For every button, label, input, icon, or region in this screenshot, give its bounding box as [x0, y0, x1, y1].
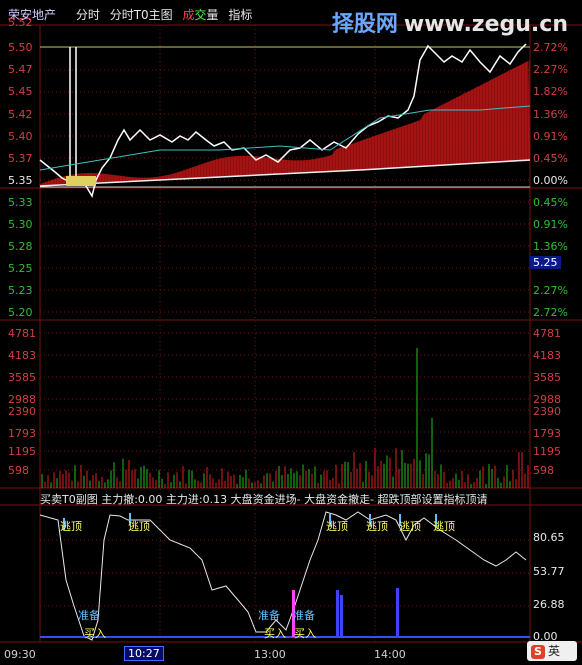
signal-top: 逃顶 [399, 520, 421, 533]
signal-prepare: 准备 [258, 609, 280, 622]
price-tick: 5.37 [8, 152, 33, 165]
volume-tick: 1195 [8, 445, 36, 458]
price-tick: 5.40 [8, 130, 33, 143]
time-tick: 09:30 [4, 648, 36, 661]
price-tick: 5.20 [8, 306, 33, 319]
tab-volume[interactable]: 成交量 [182, 8, 218, 22]
price-tick: 5.28 [8, 240, 33, 253]
volume-tick: 4183 [8, 349, 36, 362]
stock-name[interactable]: 荣安地产 [8, 8, 57, 22]
price-tick: 5.33 [8, 196, 33, 209]
ime-label: 英 [548, 644, 561, 658]
label-liang: 量 [206, 8, 219, 22]
pct-tick: 0.91% [533, 218, 568, 231]
sub-axis-tick: 53.77 [533, 565, 565, 578]
volume-tick: 1195 [533, 445, 561, 458]
pct-tick: 2.27% [533, 284, 568, 297]
volume-tick: 3585 [533, 371, 561, 384]
pct-tick: 0.45% [533, 152, 568, 165]
volume-tick: 2390 [8, 405, 36, 418]
volume-tick: 4781 [8, 327, 36, 340]
price-tick: 5.52 [8, 16, 33, 29]
pct-tick: 2.72% [533, 41, 568, 54]
pct-tick-base: 0.00% [533, 174, 568, 187]
pct-tick: 0.45% [533, 196, 568, 209]
tab-fenshi[interactable]: 分时 [75, 8, 100, 22]
label-jiao: 交 [194, 8, 207, 22]
sub-bar [336, 590, 339, 637]
tab-t0-main[interactable]: 分时T0主图 [109, 8, 173, 22]
time-tick: 13:00 [254, 648, 286, 661]
signal-top: 逃顶 [60, 520, 82, 533]
signal-top: 逃顶 [326, 520, 348, 533]
sub-axis-tick: 26.88 [533, 598, 565, 611]
label-cheng: 成 [182, 8, 195, 22]
pct-tick: 1.36% [533, 240, 568, 253]
tab-indicator[interactable]: 指标 [228, 8, 253, 22]
sub-bar [340, 595, 343, 637]
price-tick: 5.45 [8, 85, 33, 98]
volume-tick: 4183 [533, 349, 561, 362]
time-tick: 14:00 [374, 648, 406, 661]
watermark-url: www.zegu.cn [403, 12, 568, 37]
pct-tick: 2.72% [533, 306, 568, 319]
pct-tick: 0.91% [533, 130, 568, 143]
sub-axis-tick: 80.65 [533, 531, 565, 544]
signal-buy: 买入 [84, 627, 106, 640]
current-price-tag: 5.25 [530, 256, 561, 269]
signal-prepare: 准备 [78, 609, 100, 622]
sub-axis-tick: 0.00 [533, 630, 558, 643]
signal-buy: 买入 [294, 627, 316, 640]
price-line [39, 43, 527, 198]
volume-tick: 598 [8, 464, 29, 477]
volume-tick: 2390 [533, 405, 561, 418]
volume-tick: 1793 [8, 427, 36, 440]
signal-top: 逃顶 [128, 520, 150, 533]
sub-chart-header[interactable]: 买卖T0副图 主力撤:0.00 主力进:0.13 大盘资金进场- 大盘资金撤走-… [40, 493, 488, 506]
red-fill-area [40, 61, 530, 186]
ma-line [39, 105, 531, 171]
watermark: 择股网 www.zegu.cn [332, 6, 568, 38]
price-tick: 5.23 [8, 284, 33, 297]
price-tick: 5.25 [8, 262, 33, 275]
price-tick-base: 5.35 [8, 174, 33, 187]
average-line [39, 159, 531, 187]
sub-indicator-line [39, 511, 527, 641]
ime-logo-icon: S [531, 645, 545, 659]
signal-top: 逃顶 [366, 520, 388, 533]
price-tick: 5.30 [8, 218, 33, 231]
signal-buy: 买入 [264, 627, 286, 640]
volume-tick: 1793 [533, 427, 561, 440]
signal-top: 逃顶 [433, 520, 455, 533]
price-tick: 5.50 [8, 41, 33, 54]
volume-tick: 3585 [8, 371, 36, 384]
pct-tick: 1.36% [533, 108, 568, 121]
pct-tick: 2.27% [533, 63, 568, 76]
price-tick: 5.47 [8, 63, 33, 76]
toolbar: 荣安地产 分时 分时T0主图 成交量 指标 [8, 6, 258, 23]
volume-tick: 2988 [8, 393, 36, 406]
sub-bar [396, 588, 399, 637]
pct-tick: 1.82% [533, 85, 568, 98]
time-cursor[interactable]: 10:27 [124, 646, 164, 661]
sub-bar [292, 590, 295, 637]
watermark-cn: 择股网 [331, 12, 398, 37]
buy-marker [66, 176, 96, 186]
signal-prepare: 准备 [293, 609, 315, 622]
volume-tick: 4781 [533, 327, 561, 340]
price-tick: 5.42 [8, 108, 33, 121]
volume-tick: 2988 [533, 393, 561, 406]
volume-tick: 598 [533, 464, 554, 477]
